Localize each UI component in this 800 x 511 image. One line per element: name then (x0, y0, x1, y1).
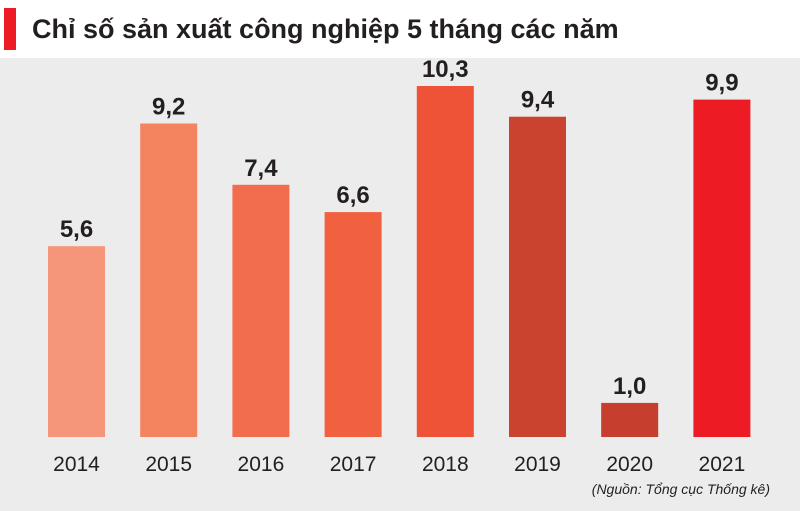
data-label-2018: 10,3 (422, 56, 469, 83)
bar-2021 (693, 99, 751, 437)
x-tick-label-2015: 2015 (145, 453, 192, 476)
x-tick-label-2020: 2020 (606, 453, 653, 476)
x-tick-label-2017: 2017 (330, 453, 377, 476)
x-tick-label-2021: 2021 (699, 453, 746, 476)
x-tick-labels-group: 2014 2015 2016 2017 2018 2019 2020 2021 (53, 453, 745, 476)
bars-group (48, 86, 751, 437)
data-label-2020: 1,0 (613, 373, 646, 400)
data-label-2014: 5,6 (60, 216, 93, 243)
x-tick-label-2019: 2019 (514, 453, 561, 476)
bar-2016 (232, 184, 290, 437)
data-labels-group: 5,6 9,2 7,4 6,6 10,3 9,4 1,0 9,9 (60, 56, 739, 400)
data-label-2017: 6,6 (336, 182, 369, 209)
x-tick-label-2018: 2018 (422, 453, 469, 476)
bar-2015 (140, 123, 198, 437)
bar-2018 (416, 86, 474, 437)
source-note: (Nguồn: Tổng cục Thống kê) (591, 481, 770, 497)
data-label-2016: 7,4 (244, 155, 278, 182)
chart-title: Chỉ số sản xuất công nghiệp 5 tháng các … (32, 14, 619, 44)
title-bar: Chỉ số sản xuất công nghiệp 5 tháng các … (0, 0, 800, 58)
x-tick-label-2016: 2016 (238, 453, 285, 476)
data-label-2021: 9,9 (705, 70, 738, 97)
data-label-2019: 9,4 (521, 87, 555, 114)
bar-2020 (601, 402, 659, 437)
x-tick-label-2014: 2014 (53, 453, 100, 476)
bar-2017 (324, 212, 382, 437)
data-label-2015: 9,2 (152, 94, 185, 121)
bar-2019 (509, 116, 566, 437)
title-accent-bar (4, 8, 16, 50)
bar-2014 (48, 246, 105, 437)
